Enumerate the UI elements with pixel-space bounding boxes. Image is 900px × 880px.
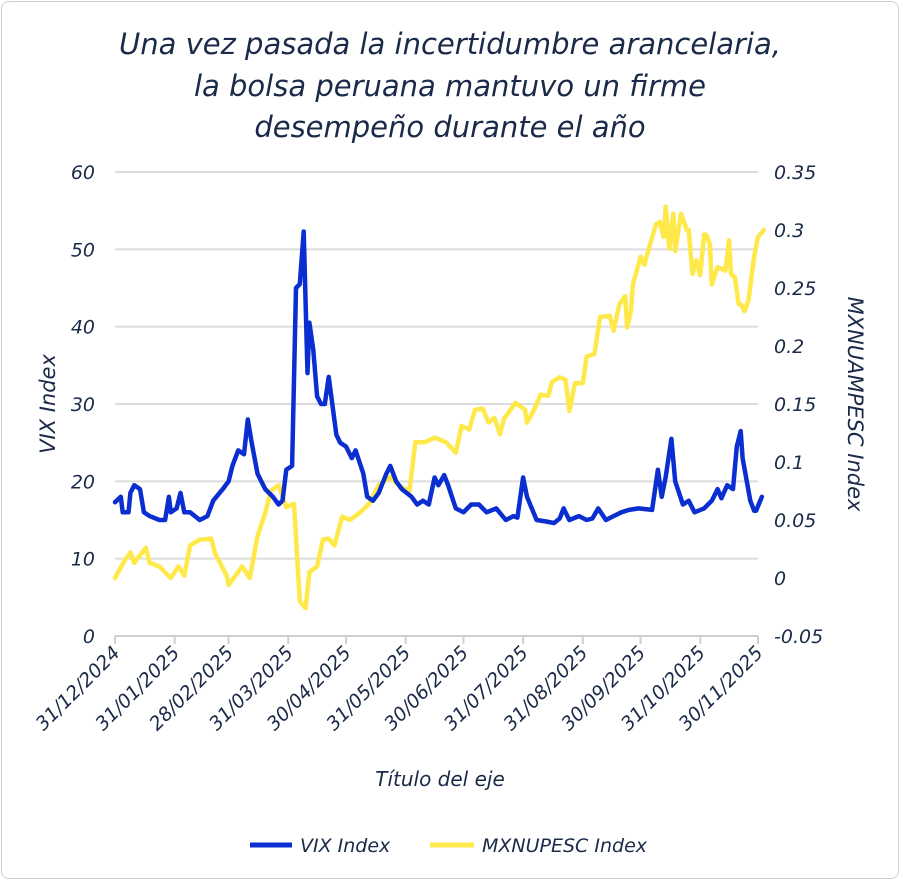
gridlines (115, 171, 758, 637)
right-tick-label: -0.05 (774, 626, 823, 648)
left-tick-label: 30 (71, 394, 95, 416)
left-tick-label: 60 (71, 162, 95, 184)
legend-label-vix: VIX Index (300, 835, 391, 857)
x-axis-title: Título del eje (375, 767, 505, 791)
chart-title: Una vez pasada la incertidumbre arancela… (119, 27, 781, 144)
legend-label-mxnupesc: MXNUPESC Index (482, 835, 648, 857)
mxnupesc-index-line (112, 204, 767, 611)
series-lines (112, 204, 767, 611)
left-tick-label: 50 (71, 239, 95, 261)
left-tick-label: 20 (71, 471, 95, 493)
right-tick-label: 0.15 (774, 394, 816, 416)
vix-index-line (112, 229, 765, 526)
right-tick-label: 0.35 (774, 162, 816, 184)
left-axis-ticks: 0 10 20 30 40 50 60 (71, 162, 95, 648)
title-line-1: Una vez pasada la incertidumbre arancela… (119, 27, 781, 61)
legend: VIX Index MXNUPESC Index (250, 835, 648, 857)
right-tick-label: 0.1 (774, 452, 804, 474)
right-tick-label: 0.2 (774, 336, 804, 358)
left-tick-label: 10 (71, 549, 95, 571)
right-tick-label: 0.25 (774, 278, 816, 300)
left-tick-label: 0 (83, 626, 95, 648)
title-line-2: la bolsa peruana mantuvo un firme (194, 69, 706, 103)
right-tick-label: 0.3 (774, 220, 804, 242)
title-line-3: desempeño durante el año (254, 110, 645, 144)
x-axis: 31/12/202431/01/202528/02/202531/03/2025… (32, 636, 768, 735)
right-tick-label: 0 (774, 568, 786, 590)
left-tick-label: 40 (71, 317, 95, 339)
right-axis-title: MXNUAMPESC Index (843, 297, 867, 512)
left-axis-title: VIX Index (36, 354, 60, 454)
right-axis-ticks: -0.05 0 0.05 0.1 0.15 0.2 0.25 0.3 0.35 (774, 162, 823, 648)
right-tick-label: 0.05 (774, 510, 816, 532)
